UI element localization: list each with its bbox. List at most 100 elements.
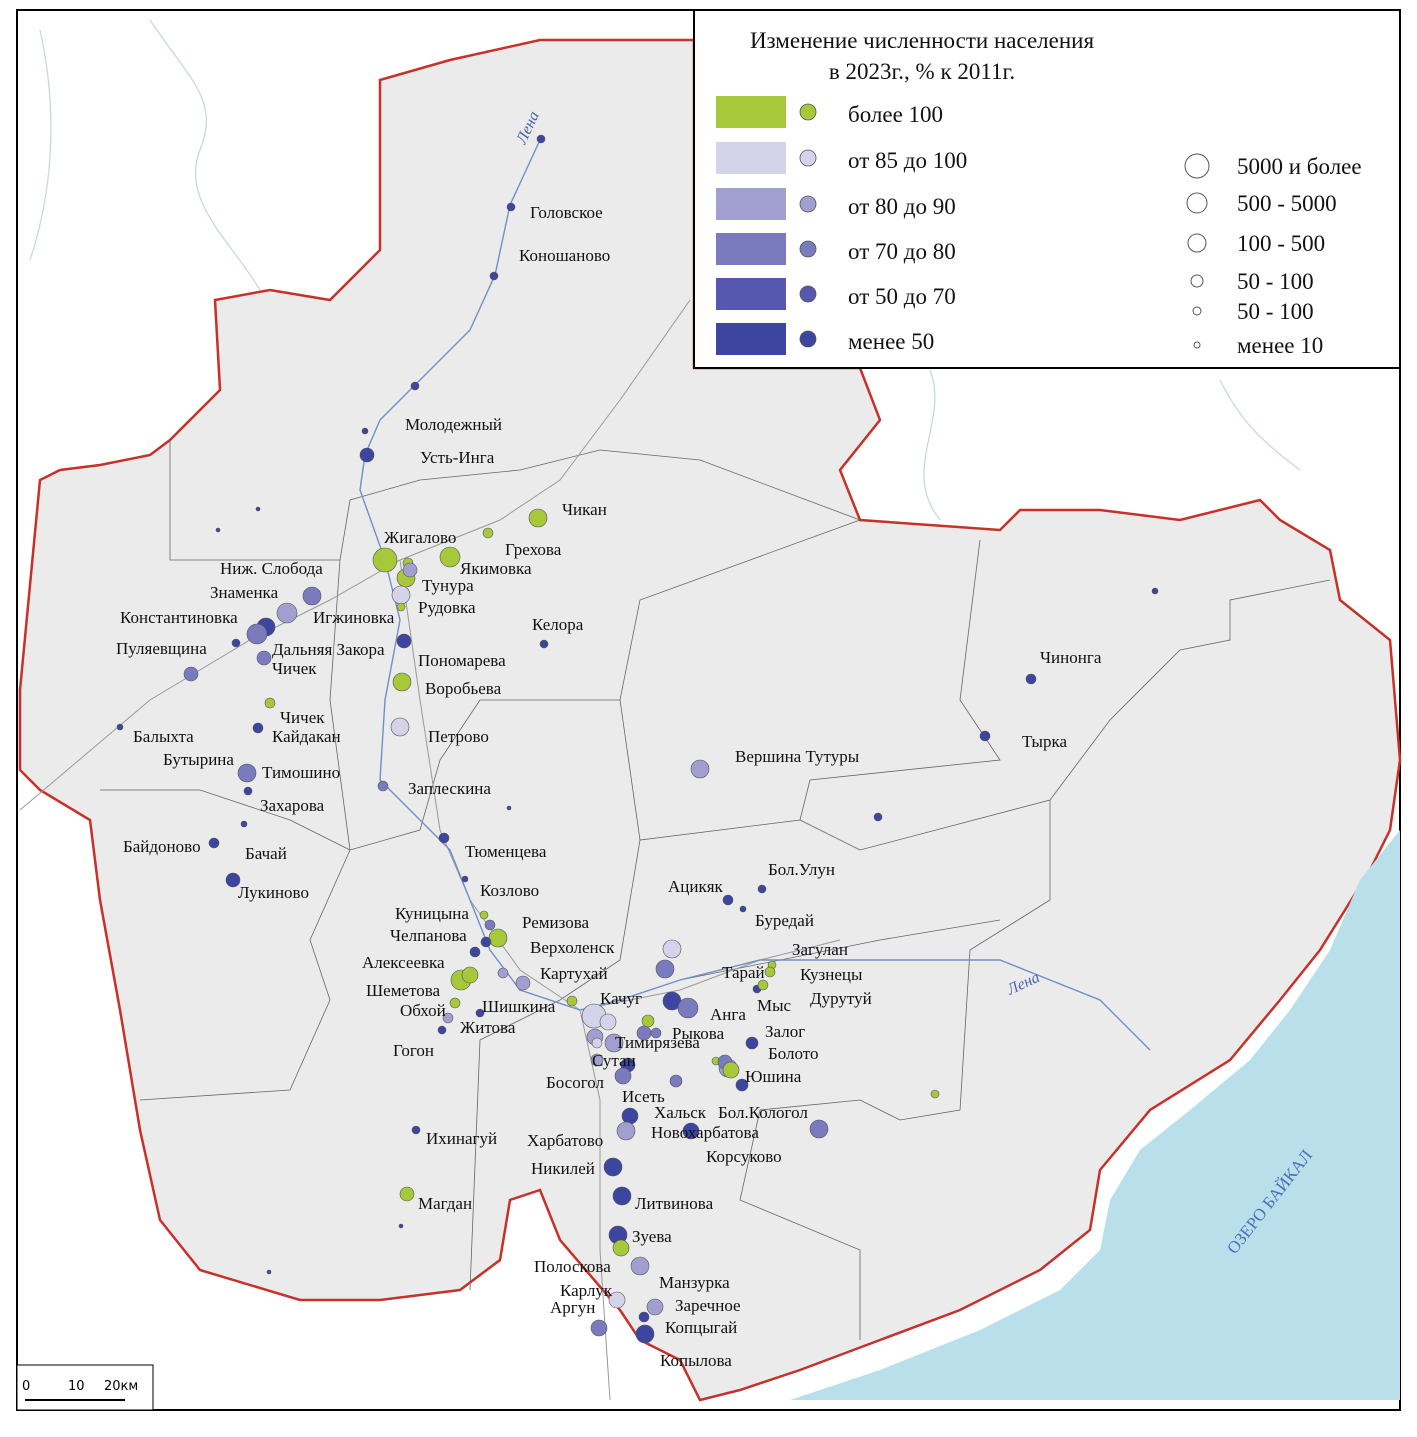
settlement-dot [536, 134, 546, 144]
settlement-dot [590, 1319, 608, 1337]
settlement-dot [641, 1014, 655, 1028]
settlement-dot [396, 633, 412, 649]
settlement-dot [677, 997, 699, 1019]
legend-size-circle [1184, 153, 1210, 179]
place-label: Ремизова [522, 913, 590, 932]
legend-size-circle [1190, 274, 1204, 288]
settlement-dot [469, 946, 481, 958]
place-label: Шеметова [366, 981, 441, 1000]
settlement-dot [662, 939, 682, 959]
place-label: Копылова [660, 1351, 732, 1370]
legend-label: от 85 до 100 [848, 148, 967, 173]
settlement-dot [449, 997, 461, 1009]
place-label: Балыхта [133, 727, 194, 746]
settlement-dot [735, 1078, 749, 1092]
settlement-dot [208, 837, 220, 849]
settlement-dot [528, 508, 548, 528]
legend-dot [799, 103, 817, 121]
settlement-dot [488, 928, 508, 948]
place-label: Кузнецы [800, 965, 863, 984]
place-label: Залог [765, 1022, 805, 1041]
place-label: Байдоново [123, 837, 201, 856]
place-label: Гогон [393, 1041, 434, 1060]
settlement-dot [1151, 587, 1159, 595]
place-label: Коношаново [519, 246, 610, 265]
place-label: Дурутуй [810, 989, 872, 1008]
settlement-dot [655, 959, 675, 979]
settlement-dot [722, 894, 734, 906]
legend-size-circle [1187, 233, 1207, 253]
settlement-dot [809, 1119, 829, 1139]
place-label: Корсуково [706, 1147, 782, 1166]
place-label: Ацикяк [668, 877, 724, 896]
place-label: Болото [768, 1044, 819, 1063]
place-label: Полоскова [534, 1257, 611, 1276]
settlement-dot [402, 562, 418, 578]
legend-size-label: 50 - 100 [1237, 269, 1314, 294]
legend-swatch [716, 142, 786, 174]
place-label: Головское [530, 203, 603, 222]
place-label: Тимошино [262, 763, 340, 782]
settlement-dot [484, 919, 496, 931]
place-label: Усть-Инга [420, 448, 495, 467]
settlement-dot [979, 730, 991, 742]
place-label: Обхой [400, 1001, 446, 1020]
place-label: Харбатово [527, 1131, 603, 1150]
legend-size-circle [1186, 192, 1208, 214]
settlement-dot [396, 602, 406, 612]
place-label: Сутан [592, 1051, 636, 1070]
settlement-dot [590, 1053, 604, 1067]
settlement-dot [266, 1269, 272, 1275]
legend-label: более 100 [848, 102, 943, 127]
place-label: Бутырина [163, 750, 234, 769]
settlement-dot [372, 547, 398, 573]
place-label: Чинонга [1040, 648, 1102, 667]
place-label: Буредай [755, 911, 814, 930]
legend-box [693, 9, 1401, 369]
legend-swatch [716, 278, 786, 310]
place-label: Юшина [745, 1067, 802, 1086]
settlement-dot [237, 763, 257, 783]
settlement-dot [539, 639, 549, 649]
place-label: Жигалово [384, 528, 456, 547]
legend-dot [799, 285, 817, 303]
place-label: Новохарбатова [651, 1123, 759, 1142]
settlement-dot [240, 820, 248, 828]
roads [19, 299, 841, 1401]
settlement-dot [690, 759, 710, 779]
settlement-dot [411, 1125, 421, 1135]
settlement-dot [276, 602, 298, 624]
place-label: Куницына [395, 904, 469, 923]
settlement-dot [599, 1013, 617, 1031]
scale-label: 20км [104, 1379, 138, 1394]
legend-size-label: 5000 и более [1237, 154, 1362, 179]
place-label: Пономарева [418, 651, 506, 670]
settlement-dot [608, 1291, 626, 1309]
place-label: Загулан [792, 940, 848, 959]
place-label: Житова [460, 1018, 516, 1037]
settlement-dot [390, 717, 410, 737]
settlement-dot [256, 650, 272, 666]
settlement-dot [361, 427, 369, 435]
settlement-dot [255, 506, 261, 512]
settlement-dot [650, 1027, 662, 1039]
settlement-dot [635, 1324, 655, 1344]
settlement-dot [616, 1121, 636, 1141]
place-label: Заплескина [408, 779, 491, 798]
settlement-dot [399, 1186, 415, 1202]
settlement-dot [116, 723, 124, 731]
settlement-dot [757, 979, 769, 991]
settlement-dot [591, 1037, 603, 1049]
place-label: Рыкова [672, 1024, 725, 1043]
legend-size-circle [1192, 306, 1202, 316]
place-label: Грехова [505, 540, 562, 559]
settlement-dot [252, 722, 264, 734]
settlement-dot [461, 966, 479, 984]
place-label: Зуева [632, 1227, 672, 1246]
place-label: Литвинова [635, 1194, 714, 1213]
settlement-dot [764, 966, 776, 978]
place-label: Качуг [600, 989, 642, 1008]
place-label: Тарай [722, 963, 765, 982]
settlement-dot [612, 1239, 630, 1257]
